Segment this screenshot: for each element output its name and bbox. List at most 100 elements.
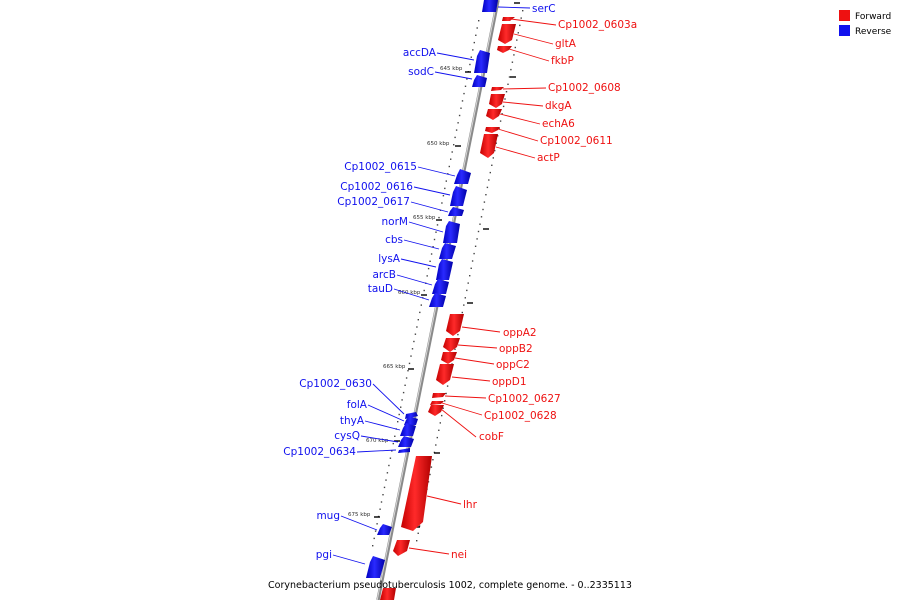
gene-label-Cp1002_0634: Cp1002_0634 [283, 446, 356, 458]
gene-Cp1002_0615[interactable] [454, 169, 471, 184]
minor-tick-dot [413, 340, 415, 343]
gene-cysQ[interactable] [398, 436, 414, 447]
minor-tick-dot [418, 525, 421, 527]
minor-tick-dot [486, 186, 489, 189]
scale-label: 670 kbp [366, 438, 389, 444]
minor-tick-dot [398, 413, 400, 416]
gene-pgi[interactable] [366, 556, 385, 578]
gene-lhr[interactable] [401, 456, 432, 531]
minor-tick-dot [450, 158, 452, 160]
minor-tick-dot [464, 85, 467, 87]
gene-sodC[interactable] [472, 75, 487, 87]
gene-tauD[interactable] [429, 293, 446, 307]
minor-tick-dot [444, 400, 446, 402]
gene-Cp1002_0611[interactable] [485, 127, 500, 133]
gene-serC[interactable] [482, 0, 498, 12]
gene-mug[interactable] [377, 524, 392, 535]
gene-accDA[interactable] [474, 50, 490, 73]
gene-label-actP: actP [537, 152, 560, 164]
minor-tick-dot [485, 194, 487, 196]
gene-nei[interactable] [393, 540, 410, 556]
gene-oppC2[interactable] [441, 352, 457, 364]
minor-tick-dot [436, 224, 439, 226]
minor-tick-dot [392, 442, 394, 445]
scale-ticks [374, 2, 520, 528]
legend: Forward Reverse [839, 10, 892, 37]
gene-label-gltA: gltA [555, 38, 577, 50]
gene-Cp1002_0603a[interactable] [502, 17, 515, 21]
gene-Cp1002_0608[interactable] [491, 87, 504, 91]
minor-tick-dot [454, 348, 456, 350]
legend-forward-label: Forward [855, 12, 891, 22]
gene-Cp1002_0616[interactable] [450, 186, 467, 206]
gene-oppB2[interactable] [443, 338, 460, 352]
gene-lysA[interactable] [436, 259, 453, 280]
gene-Cp1002_0628[interactable] [430, 401, 444, 405]
minor-tick-dot [400, 406, 402, 408]
minor-tick-dot [386, 472, 389, 474]
minor-tick-dot [477, 230, 480, 233]
minor-tick-dot [478, 20, 480, 22]
legend-reverse-label: Reverse [855, 27, 892, 37]
gene-norM[interactable] [443, 221, 460, 243]
gene-cobF[interactable] [428, 405, 444, 416]
minor-tick-dot [491, 164, 493, 166]
gene-Cp1002_0634[interactable] [398, 448, 410, 453]
minor-tick-dot [469, 275, 471, 277]
minor-tick-dot [374, 530, 377, 532]
gene-label-norM: norM [382, 216, 408, 228]
minor-tick-dot [416, 540, 418, 542]
gene-Cp1002_0617[interactable] [448, 207, 464, 216]
minor-tick-dot [504, 98, 506, 100]
gene-label-Cp1002_0628: Cp1002_0628 [484, 410, 557, 422]
minor-tick-dot [495, 142, 497, 144]
gene-fkbP[interactable] [497, 46, 512, 53]
minor-tick-dot [420, 304, 422, 306]
minor-tick-dot [441, 414, 443, 417]
gene-gltA[interactable] [498, 24, 516, 44]
minor-tick-dot [476, 27, 478, 29]
gene-label-sodC: sodC [408, 66, 434, 78]
minor-tick-dot [497, 135, 499, 137]
minor-tick-dot [441, 202, 443, 204]
legend-reverse-swatch [839, 25, 850, 36]
minor-tick-dot [446, 385, 449, 387]
minor-tick-dot [411, 348, 414, 350]
minor-tick-dot [511, 61, 514, 63]
minor-tick-dot [373, 537, 375, 540]
gene-dkgA[interactable] [489, 94, 505, 108]
gene-echA6[interactable] [486, 109, 502, 120]
minor-tick-dot [516, 39, 518, 41]
minor-tick-dot [499, 120, 502, 122]
minor-tick-dot [372, 545, 374, 547]
gene-Cp1002_0627[interactable] [432, 393, 446, 398]
minor-tick-dot [466, 289, 468, 292]
minor-tick-dot [389, 457, 392, 459]
gene-label-folA: folA [347, 399, 368, 411]
gene-arcB[interactable] [432, 279, 449, 294]
minor-tick-dot [427, 481, 430, 483]
minor-tick-dot [379, 508, 381, 510]
minor-tick-dot [505, 91, 508, 93]
minor-tick-dot [436, 436, 438, 439]
minor-tick-dot [488, 179, 490, 181]
minor-tick-dot [383, 486, 386, 489]
minor-tick-dot [451, 151, 453, 153]
gene-cbs[interactable] [439, 243, 456, 259]
minor-tick-dot [438, 429, 440, 431]
gene-thyA[interactable] [400, 423, 416, 436]
minor-tick-dot [519, 24, 521, 27]
gene-actP[interactable] [480, 134, 498, 158]
gene-label-cbs: cbs [385, 234, 403, 246]
gene-label-echA6: echA6 [542, 118, 575, 130]
minor-tick-dot [463, 92, 465, 95]
reverse-leaders [332, 6, 531, 565]
minor-tick-dot [480, 216, 483, 218]
minor-tick-dot [514, 46, 516, 49]
gene-folA[interactable] [404, 416, 418, 425]
reverse-labels: serC accDA sodC Cp1002_0615 Cp1002_0616 … [283, 3, 555, 561]
gene-oppA2[interactable] [446, 314, 464, 336]
gene-partial-bottom[interactable] [380, 588, 396, 600]
gene-oppD1[interactable] [436, 364, 454, 385]
minor-tick-dot [501, 113, 503, 115]
